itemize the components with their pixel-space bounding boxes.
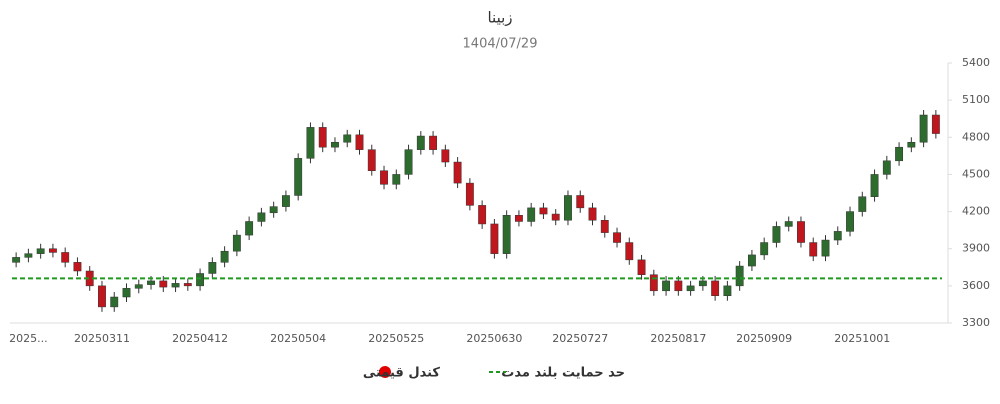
candle-body (784, 221, 793, 227)
candle-body (662, 280, 671, 292)
candle-body (36, 248, 45, 254)
candle-body (907, 141, 916, 148)
candle-body (367, 149, 376, 171)
y-tick-label: 5100 (962, 93, 990, 106)
candle-body (613, 232, 621, 243)
candle-body (453, 161, 462, 184)
candle-body (465, 182, 474, 206)
candle-body (380, 170, 388, 185)
candle-body (134, 284, 143, 289)
candle-body (110, 296, 119, 308)
candle-body (564, 195, 572, 221)
candle-body (208, 262, 217, 274)
candle-body (441, 149, 450, 163)
candle-body (698, 280, 707, 287)
candle-body (196, 273, 205, 287)
candle-body (882, 160, 891, 175)
candle-body (61, 252, 70, 263)
candle-body (919, 114, 928, 143)
candle-body (392, 174, 401, 185)
candle-body (514, 215, 523, 222)
candle-body (760, 242, 769, 256)
candle-body (404, 149, 413, 175)
x-tick-label: 20250525 (368, 332, 424, 345)
candle-body (355, 134, 364, 150)
x-tick-label: 20251001 (834, 332, 890, 345)
candle-body (294, 158, 303, 196)
x-tick-label: 20250412 (172, 332, 228, 345)
candle-body (269, 206, 278, 214)
legend-label: کندل قیمتی (363, 366, 441, 381)
legend-label: حد حمایت بلند مدت (501, 366, 625, 381)
candle-body (490, 223, 499, 254)
candle-body (318, 127, 327, 148)
candle-body (245, 221, 254, 236)
x-tick-label: 20250504 (270, 332, 326, 345)
chart-subtitle: 1404/07/29 (463, 37, 538, 52)
candle-body (343, 134, 352, 143)
x-tick-label: 20250630 (466, 332, 522, 345)
candle-body (306, 127, 315, 159)
candle-body (281, 195, 290, 207)
candle-body (600, 219, 609, 233)
candle-body (797, 221, 805, 243)
candle-body (588, 207, 597, 221)
candle-body (73, 262, 82, 272)
candle-body (772, 226, 781, 243)
x-tick-label: 20250727 (552, 332, 608, 345)
candle-body (625, 242, 634, 261)
candle-body (809, 242, 818, 257)
x-tick-label: 2025... (9, 332, 47, 345)
candle-body (159, 280, 168, 288)
candle-body (171, 283, 180, 288)
candle-body (735, 265, 744, 287)
candle-body (539, 207, 548, 215)
legend-marker (379, 366, 391, 378)
candle-body (686, 285, 695, 292)
candle-body (24, 253, 33, 258)
candle-body (870, 174, 879, 197)
y-tick-label: 4500 (962, 167, 990, 180)
y-tick-label: 4200 (962, 205, 990, 218)
candle-body (931, 114, 940, 134)
candle-body (833, 231, 842, 241)
x-tick-label: 20250909 (736, 332, 792, 345)
candle-body (527, 207, 536, 222)
x-tick-label: 20250311 (74, 332, 130, 345)
candle-body (551, 213, 560, 221)
y-tick-label: 3600 (962, 279, 990, 292)
candle-body (98, 285, 106, 308)
candle-body (674, 280, 683, 292)
candle-body (183, 283, 192, 287)
candle-body (12, 257, 21, 263)
candle-body (416, 135, 425, 150)
candle-body (331, 141, 339, 148)
x-tick-label: 20250817 (650, 332, 706, 345)
candle-body (637, 259, 646, 275)
candle-body (846, 211, 854, 232)
candle-body (858, 196, 867, 212)
y-tick-label: 3900 (962, 242, 990, 255)
y-tick-label: 5400 (962, 56, 990, 69)
candle-body (747, 254, 756, 267)
candle-body (147, 280, 155, 285)
candle-body (821, 239, 830, 257)
candle-body (649, 274, 658, 292)
y-tick-label: 3300 (962, 316, 990, 329)
candle-body (895, 146, 904, 162)
candle-body (429, 135, 438, 150)
candle-body (711, 280, 720, 297)
candle-body (48, 248, 57, 253)
y-tick-label: 4800 (962, 130, 990, 143)
candle-body (220, 250, 229, 263)
candle-body (232, 234, 241, 252)
candle-body (122, 288, 131, 298)
candle-body (478, 205, 487, 225)
candle-body (502, 215, 511, 254)
candle-body (576, 195, 585, 209)
candle-body (723, 285, 732, 297)
candle-body (257, 212, 266, 222)
chart-title: زبینا (487, 9, 512, 27)
